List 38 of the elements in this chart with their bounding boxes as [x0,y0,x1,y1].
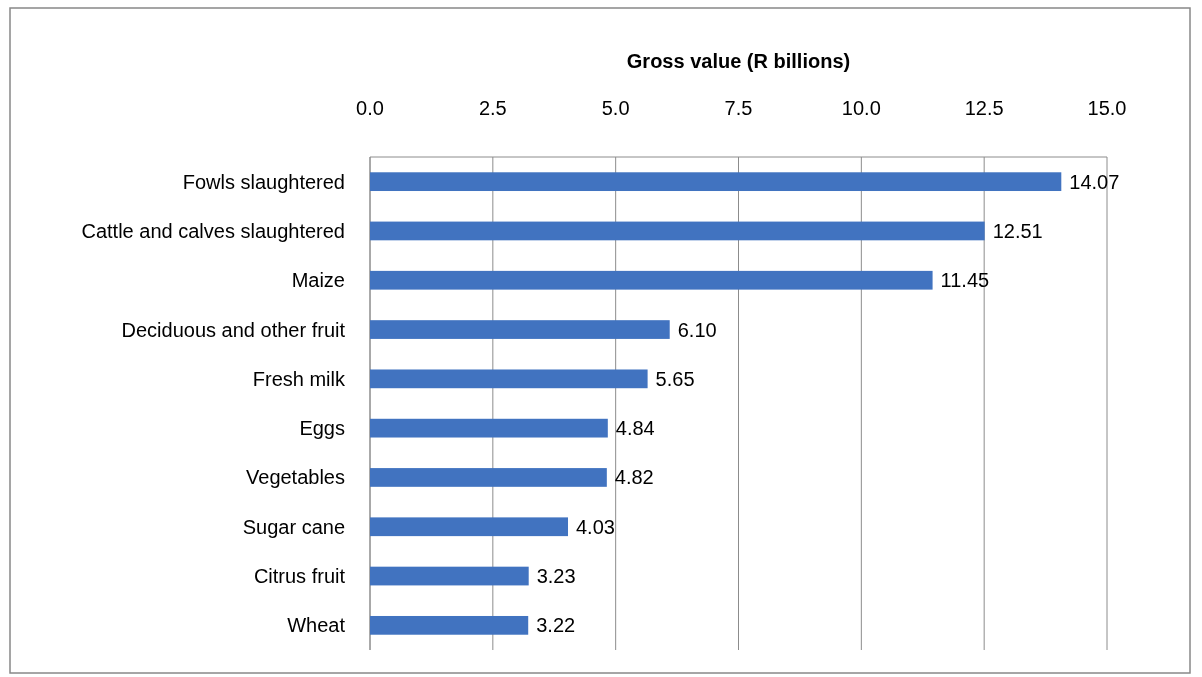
y-tick-label: Maize [291,269,345,292]
x-tick-label: 7.5 [724,97,753,119]
data-label: 11.45 [940,269,990,292]
bar [370,270,933,290]
data-label: 5.65 [655,367,695,390]
data-label: 12.51 [992,219,1043,242]
x-axis-title: Gross value (R billions) [626,50,851,72]
x-tick-label: 5.0 [601,97,630,119]
bar [370,566,529,586]
x-tick-label: 10.0 [841,97,881,119]
data-label: 4.03 [576,515,615,538]
bar [370,369,648,389]
y-tick-label: Sugar cane [242,515,345,538]
y-tick-label: Citrus fruit [253,565,346,588]
bar [370,517,569,537]
y-tick-label: Deciduous and other fruit [121,318,346,341]
bar [370,615,529,635]
bar [370,468,607,487]
x-tick-label: 0.0 [356,97,384,119]
data-label: 3.22 [536,614,576,637]
x-tick-label: 15.0 [1087,97,1127,119]
data-label: 14.07 [1069,170,1120,193]
y-tick-label: Vegetables [246,466,345,489]
data-label: 3.23 [536,565,576,588]
y-tick-label: Cattle and calves slaughtered [81,219,345,242]
y-tick-label: Eggs [299,417,345,440]
bar [370,320,670,339]
data-label: 4.84 [615,417,655,440]
y-tick-label: Fresh milk [252,367,346,390]
data-label: 4.82 [614,466,654,489]
x-tick-label: 12.5 [964,97,1004,119]
y-tick-label: Fowls slaughtered [182,170,345,193]
x-tick-label: 2.5 [478,97,507,119]
y-tick-label: Wheat [287,614,346,637]
bar [370,418,608,438]
data-label: 6.10 [677,318,717,341]
bar [370,221,985,241]
bar [370,172,1062,192]
